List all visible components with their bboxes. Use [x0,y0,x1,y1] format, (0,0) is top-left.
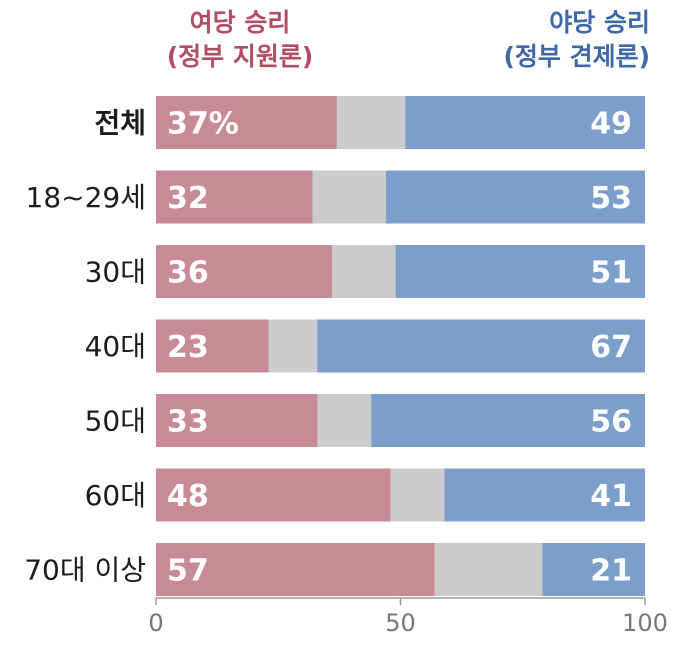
value-label-opposition: 53 [590,181,632,216]
bar-opposition [385,170,645,224]
value-label-opposition: 67 [590,330,632,365]
bar-neutral [332,245,396,298]
legend-ruling: 여당 승리 (정부 지원론) [150,6,330,74]
bar-opposition [395,245,645,298]
bar-opposition [542,543,645,596]
bar-opposition [444,468,645,522]
x-tick-label: 100 [622,609,668,637]
category-label: 전체 [94,107,146,140]
value-label-ruling: 48 [167,479,209,514]
bar-neutral [434,543,543,596]
bar-neutral [312,170,386,224]
category-label: 30대 [85,256,146,289]
value-label-ruling: 32 [167,181,209,216]
bar-ruling [156,96,337,149]
value-label-opposition: 56 [590,405,632,440]
value-label-opposition: 51 [590,256,632,291]
bar-ruling [156,468,391,522]
legend-opposition: 야당 승리 (정부 견제론) [470,6,650,74]
category-label: 18~29세 [26,181,146,214]
bar-ruling [156,543,435,596]
legend-opposition-line1: 야당 승리 [549,8,650,37]
category-label: 40대 [85,330,146,363]
x-tick-label: 0 [148,609,163,637]
category-label: 60대 [85,479,146,512]
bar-opposition [317,319,645,373]
bar-neutral [336,96,406,149]
value-label-ruling: 37% [167,107,239,142]
bar-neutral [317,394,372,447]
legend-ruling-line2: (정부 지원론) [166,42,314,71]
value-label-ruling: 36 [167,256,209,291]
category-label: 70대 이상 [24,554,146,587]
x-tick-label: 50 [385,609,416,637]
bar-ruling [156,170,313,224]
bar-ruling [156,319,269,373]
bar-opposition [405,96,645,149]
legend-opposition-line2: (정부 견제론) [503,42,650,71]
value-label-ruling: 57 [167,554,209,589]
bar-neutral [390,468,445,522]
category-label: 50대 [85,405,146,438]
value-label-ruling: 23 [167,330,209,365]
bar-opposition [371,394,645,447]
bar-neutral [268,319,318,373]
legend-ruling-line1: 여당 승리 [189,8,291,37]
value-label-opposition: 21 [590,554,632,589]
value-label-opposition: 41 [590,479,632,514]
value-label-opposition: 49 [590,107,632,142]
bar-ruling [156,394,318,447]
value-label-ruling: 33 [167,405,209,440]
bar-ruling [156,245,332,298]
